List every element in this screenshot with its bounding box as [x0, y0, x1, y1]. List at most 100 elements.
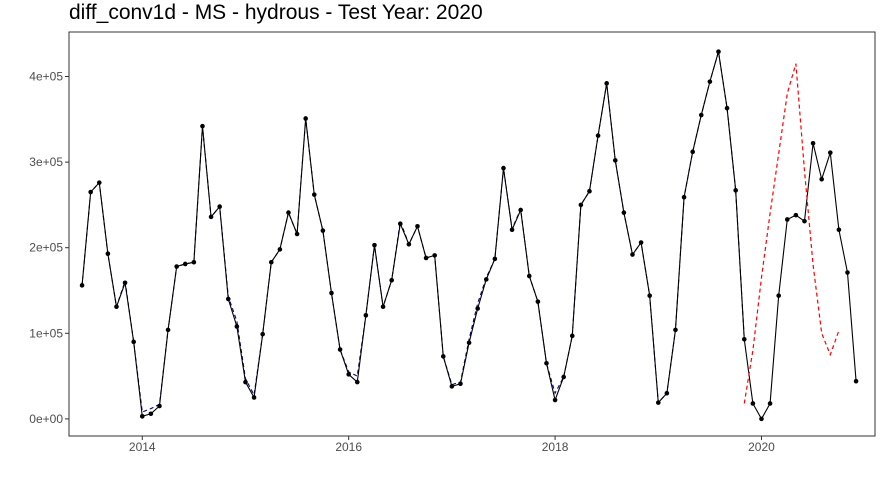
data-point	[759, 416, 764, 422]
data-point	[79, 283, 85, 288]
y-tick-label: 3e+05	[29, 155, 63, 169]
data-point	[741, 336, 747, 342]
data-point	[845, 270, 850, 275]
data-point	[552, 397, 558, 403]
data-point	[802, 218, 807, 224]
data-point	[776, 293, 781, 298]
data-point	[544, 360, 549, 366]
data-point	[647, 293, 652, 298]
data-point	[690, 149, 695, 155]
data-point	[698, 112, 704, 118]
data-point	[311, 192, 317, 197]
data-point	[819, 176, 824, 182]
data-point	[337, 347, 343, 352]
data-point	[286, 210, 291, 215]
x-tick-label: 2014	[129, 440, 156, 454]
data-point	[389, 277, 394, 283]
data-point	[96, 180, 102, 185]
data-point	[191, 259, 197, 265]
data-point	[612, 158, 618, 163]
data-point	[139, 414, 145, 419]
data-point	[131, 339, 136, 345]
data-point	[225, 296, 231, 302]
data-point	[157, 403, 162, 409]
data-point	[243, 379, 248, 385]
data-point	[578, 202, 584, 208]
data-point	[483, 277, 489, 282]
data-point	[329, 290, 334, 296]
data-point	[750, 401, 756, 406]
data-point	[569, 333, 575, 339]
data-point	[836, 227, 842, 233]
data-point	[234, 324, 240, 329]
data-point	[432, 253, 437, 258]
data-point	[707, 79, 713, 84]
data-point	[475, 306, 480, 311]
y-tick-label: 1e+05	[29, 326, 63, 340]
data-point	[716, 49, 721, 54]
data-point	[673, 327, 678, 333]
data-point	[354, 379, 360, 385]
data-point	[784, 217, 790, 222]
x-tick-label: 2016	[335, 440, 362, 454]
data-point	[724, 105, 730, 111]
data-point	[380, 304, 386, 310]
data-point	[810, 140, 816, 146]
data-point	[595, 133, 601, 138]
data-point	[466, 340, 472, 346]
data-point	[251, 395, 257, 400]
data-point	[630, 252, 635, 257]
data-point	[217, 204, 222, 209]
data-point	[681, 194, 687, 200]
data-point	[664, 390, 670, 396]
data-point	[174, 264, 179, 269]
data-point	[587, 188, 592, 194]
data-point	[655, 400, 661, 405]
data-point	[415, 223, 420, 229]
data-point	[268, 259, 274, 265]
y-axis: 0e+00 1e+05 2e+05 3e+05 4e+05	[29, 70, 69, 426]
y-tick-label: 4e+05	[29, 70, 63, 84]
series-line-forecast	[743, 63, 840, 404]
data-point	[733, 188, 738, 193]
data-point	[372, 242, 377, 248]
data-point	[277, 247, 283, 252]
data-point	[561, 374, 566, 380]
data-point	[346, 372, 351, 377]
data-point	[518, 207, 523, 213]
data-point	[363, 313, 369, 318]
data-point	[423, 255, 429, 261]
chart-title: diff_conv1d - MS - hydrous - Test Year: …	[69, 1, 483, 24]
data-point	[501, 165, 506, 171]
data-point	[294, 231, 300, 237]
data-point	[638, 240, 644, 245]
data-point	[260, 331, 265, 337]
data-point	[767, 401, 773, 406]
plot-panel	[68, 31, 876, 437]
data-point	[509, 227, 515, 233]
data-point	[88, 189, 93, 195]
data-point	[105, 251, 111, 256]
y-tick-label: 2e+05	[29, 241, 63, 255]
data-point	[406, 241, 412, 247]
data-point	[492, 256, 498, 262]
x-axis: 2014 2016 2018 2020	[129, 436, 775, 454]
data-point	[440, 354, 446, 359]
data-point	[458, 381, 463, 387]
data-point	[853, 378, 859, 384]
series-layer	[79, 49, 859, 422]
data-point	[621, 210, 627, 215]
data-point	[827, 150, 833, 155]
data-point	[604, 81, 609, 86]
data-point	[320, 228, 326, 233]
data-point	[148, 411, 154, 417]
data-point	[165, 327, 171, 333]
data-point	[182, 261, 188, 267]
data-point	[122, 280, 128, 286]
x-tick-label: 2020	[748, 440, 775, 454]
data-point	[114, 304, 119, 310]
data-point	[526, 273, 532, 279]
data-point	[397, 221, 403, 227]
data-point	[535, 299, 541, 304]
